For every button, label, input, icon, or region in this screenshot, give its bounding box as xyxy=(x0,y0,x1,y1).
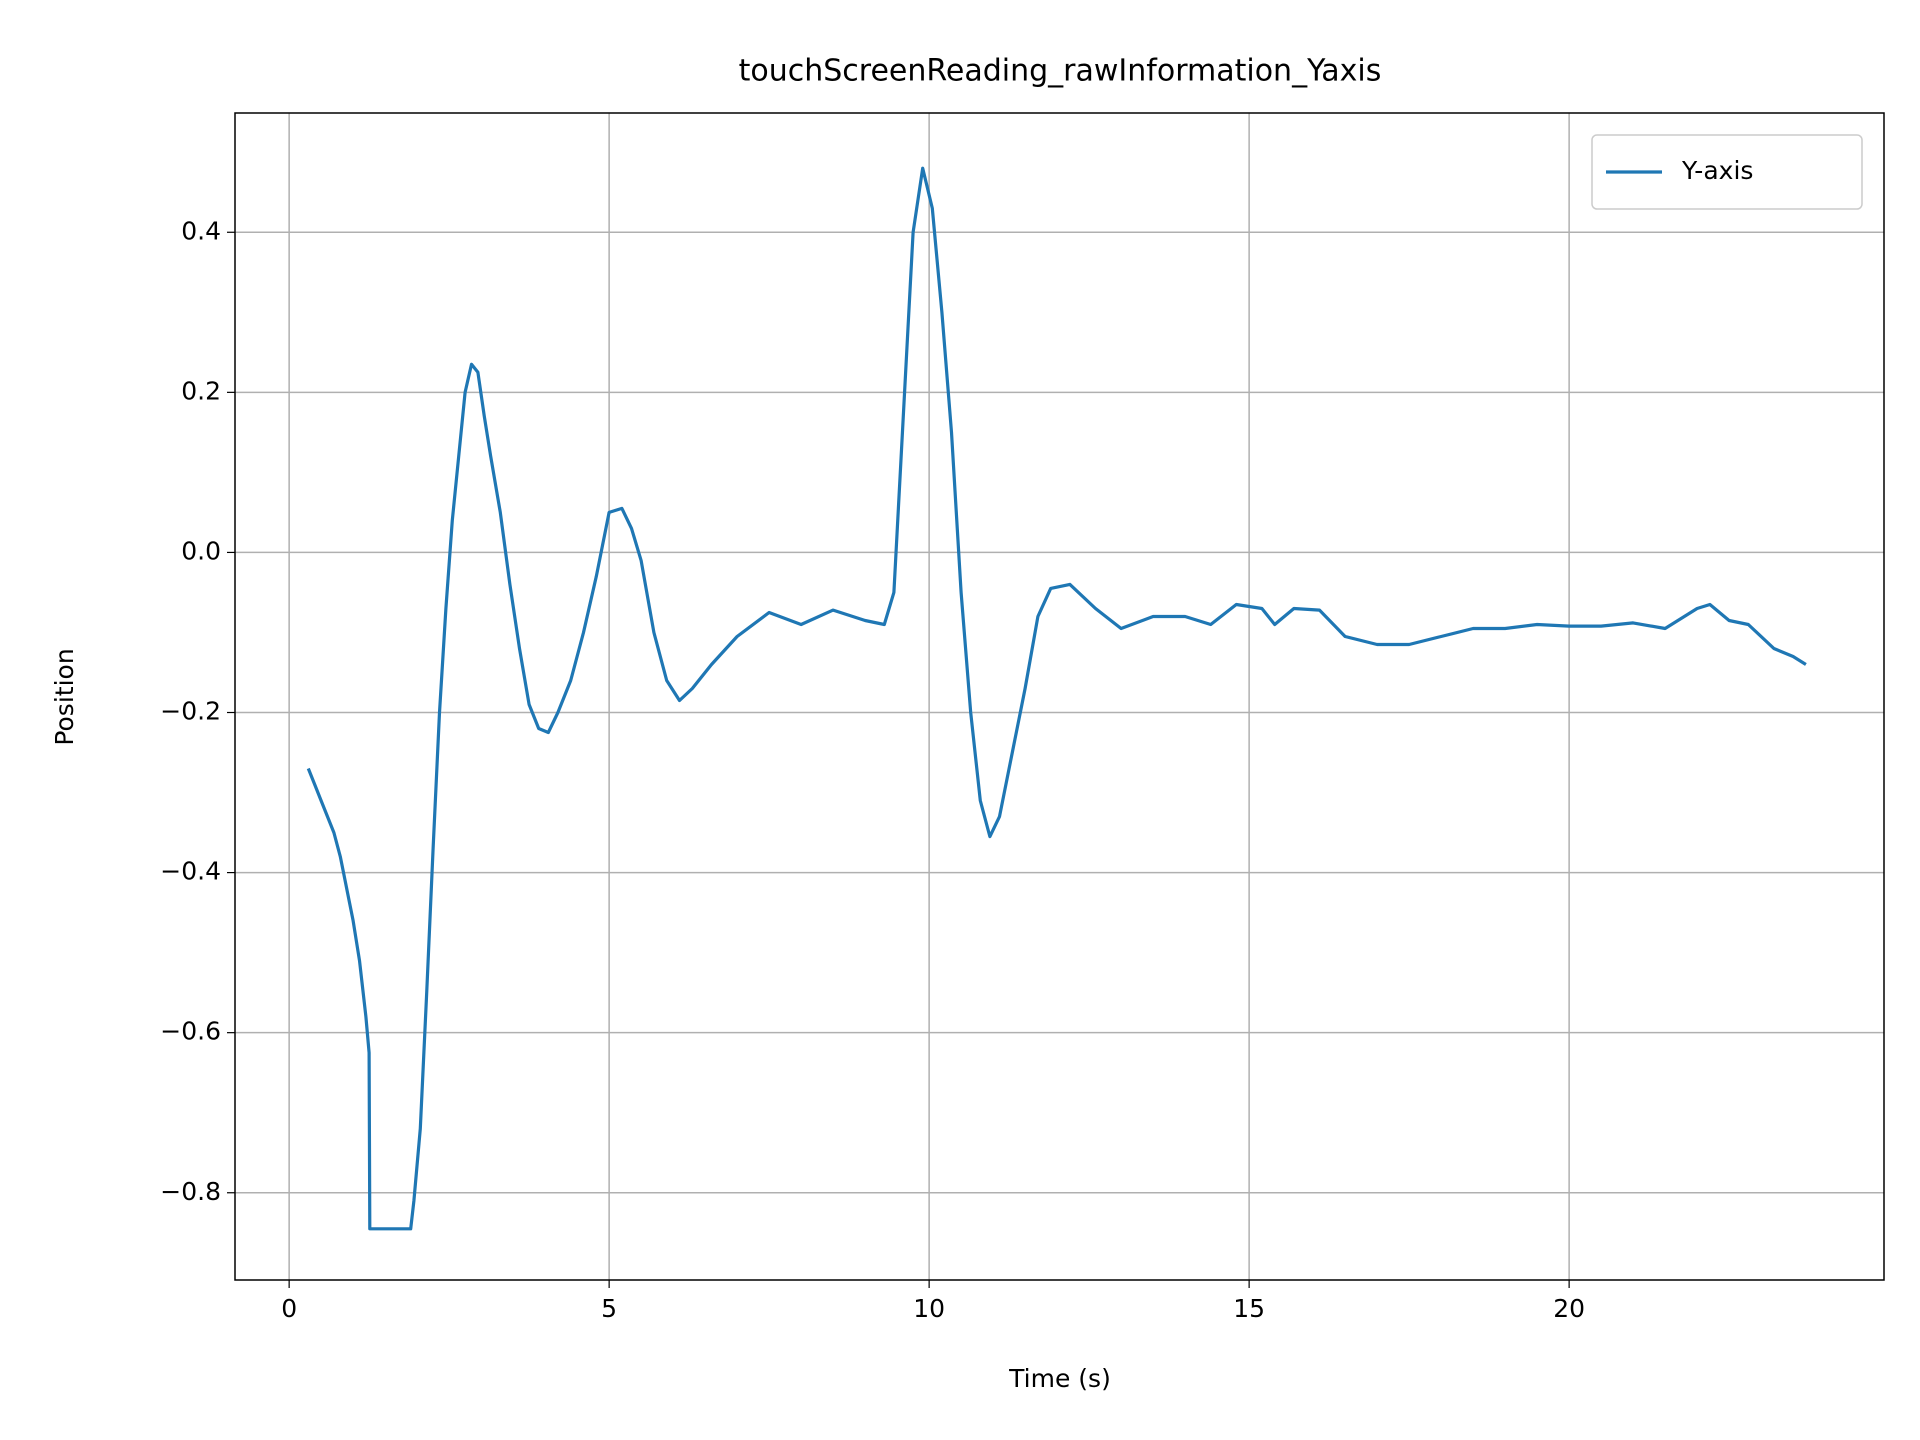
y-tick-label: −0.8 xyxy=(160,1177,221,1206)
chart-title: touchScreenReading_rawInformation_Yaxis xyxy=(739,54,1382,89)
legend-label: Y-axis xyxy=(1681,156,1753,185)
legend-box xyxy=(1591,134,1863,210)
x-tick-label: 20 xyxy=(1553,1294,1585,1323)
x-tick-label: 5 xyxy=(601,1294,617,1323)
y-tick-label: 0.2 xyxy=(181,376,221,405)
x-tick-label: 15 xyxy=(1233,1294,1265,1323)
y-tick-label: −0.4 xyxy=(160,857,221,886)
y-tick-label: 0.4 xyxy=(181,216,221,245)
y-tick-label: −0.6 xyxy=(160,1017,221,1046)
y-axis-label: Position xyxy=(50,648,79,745)
data-line xyxy=(306,166,1807,1231)
x-tick-label: 0 xyxy=(281,1294,297,1323)
x-axis-label: Time (s) xyxy=(1008,1364,1111,1393)
plot-frame xyxy=(234,112,1885,1281)
x-tick-label: 10 xyxy=(913,1294,945,1323)
y-tick-label: −0.2 xyxy=(160,697,221,726)
y-tick-label: 0.0 xyxy=(181,536,221,565)
